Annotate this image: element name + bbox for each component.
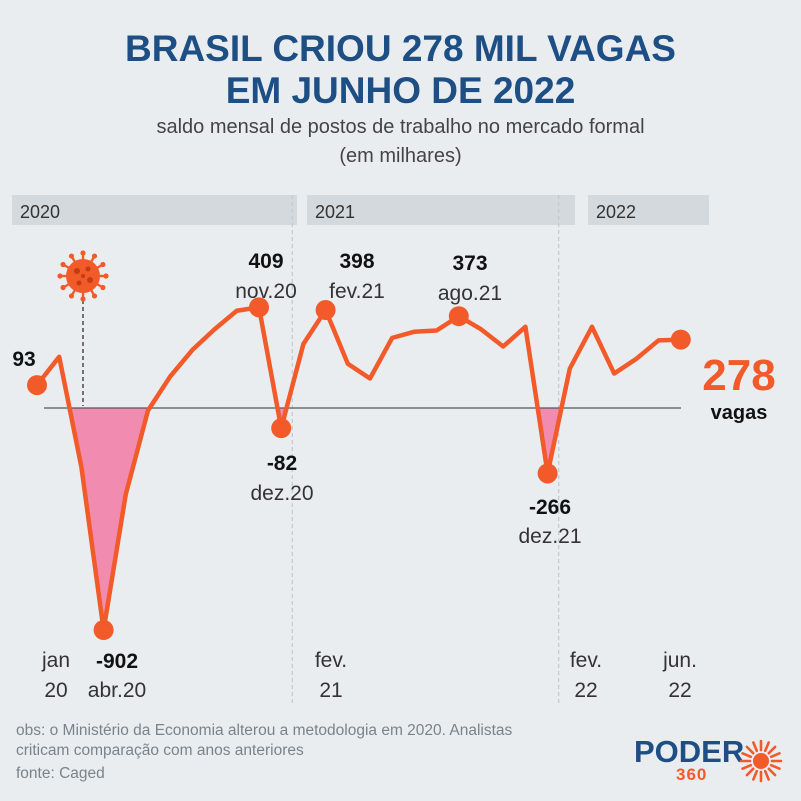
virus-spike-tip: [80, 296, 86, 302]
title-line-2: EM JUNHO DE 2022: [225, 70, 576, 111]
x-tick-fev.21-year: 21: [319, 679, 342, 702]
value-label-dez.20: -82: [267, 452, 297, 475]
sun-icon: [739, 739, 783, 783]
note-line-2: criticam comparação com anos anteriores: [16, 742, 304, 759]
last-value-label: 278: [702, 351, 775, 400]
virus-spike-tip: [91, 253, 98, 259]
sun-ray: [752, 769, 759, 781]
month-label-abr.20: abr.20: [88, 679, 146, 702]
virus-spike-tip: [91, 293, 98, 299]
virus-spot: [87, 277, 93, 283]
virus-spike-tip: [68, 293, 75, 299]
virus-spike-tip: [80, 250, 86, 256]
virus-spike-tip: [68, 253, 75, 259]
sun-ray: [769, 763, 781, 770]
marker-fev.21: [315, 300, 336, 321]
virus-spot: [81, 274, 85, 278]
month-label-ago.21: ago.21: [438, 282, 502, 305]
last-value-unit: vagas: [711, 402, 768, 424]
year-band-2020: [12, 195, 297, 225]
marker-dez.20: [271, 418, 292, 439]
virus-spike-tip: [100, 284, 106, 291]
value-label-abr.20: -902: [96, 650, 138, 673]
virus-spot: [74, 268, 80, 274]
sun-ray: [752, 741, 759, 753]
virus-spike-tip: [103, 273, 109, 279]
month-label-fev.21: fev.21: [329, 280, 385, 303]
marker-jun.22: [670, 329, 691, 350]
source-note: fonte: Caged: [16, 765, 105, 782]
value-label-ago.21: 373: [452, 252, 487, 275]
poder360-logo: PODER 360: [634, 732, 784, 792]
value-label-nov.20: 409: [248, 250, 283, 273]
virus-spike-tip: [60, 261, 66, 268]
title-line-1: BRASIL CRIOU 278 MIL VAGAS: [125, 28, 676, 69]
x-tick-jan.20-year: 20: [44, 679, 67, 702]
sun-ray: [767, 767, 777, 777]
year-label-2021: 2021: [315, 202, 355, 222]
value-label-jan.20: 93: [12, 348, 35, 371]
value-label-dez.21: -266: [529, 496, 571, 519]
year-label-2022: 2022: [596, 202, 636, 222]
logo-number: 360: [676, 765, 708, 784]
sun-ray: [741, 763, 753, 770]
sun-ray: [767, 745, 777, 755]
month-label-dez.20: dez.20: [250, 482, 313, 505]
x-tick-jun.22-month: jun.: [662, 649, 697, 672]
x-tick-jun.22-year: 22: [668, 679, 691, 702]
sun-ray: [763, 769, 770, 781]
year-label-2020: 2020: [20, 202, 60, 222]
virus-icon: [57, 250, 109, 302]
virus-spike-tip: [57, 273, 63, 279]
sun-core: [753, 753, 769, 769]
sun-ray: [745, 767, 755, 777]
sun-ray: [769, 752, 781, 759]
month-label-nov.20: nov.20: [235, 280, 297, 303]
sun-ray: [745, 745, 755, 755]
year-band-2021: [307, 195, 575, 225]
virus-spot: [85, 266, 91, 272]
year-band-2022: [588, 195, 709, 225]
sun-ray: [741, 752, 753, 759]
subtitle-line-2: (em milhares): [339, 145, 462, 167]
subtitle-line-1: saldo mensal de postos de trabalho no me…: [156, 116, 645, 138]
negative-area-dez21: [537, 408, 562, 474]
note-line-1: obs: o Ministério da Economia alterou a …: [16, 722, 513, 739]
marker-abr.20: [93, 620, 114, 640]
marker-dez.21: [537, 463, 558, 484]
series-line: [34, 305, 684, 633]
marker-ago.21: [448, 306, 469, 327]
x-tick-fev.22-year: 22: [574, 679, 597, 702]
marker-jan.20: [27, 375, 47, 396]
x-tick-fev.22-month: fev.: [570, 649, 602, 672]
virus-spike-tip: [100, 261, 106, 268]
month-label-dez.21: dez.21: [518, 525, 581, 548]
negative-area-2020: [69, 408, 150, 630]
value-label-fev.21: 398: [339, 250, 374, 273]
virus-spot: [76, 280, 82, 286]
x-tick-fev.21-month: fev.: [315, 649, 347, 672]
x-tick-jan.20-month: jan: [41, 649, 70, 672]
sun-ray: [763, 741, 770, 753]
virus-spike-tip: [60, 284, 66, 291]
marker-nov.20: [249, 297, 269, 318]
logo-word: PODER: [634, 734, 745, 769]
